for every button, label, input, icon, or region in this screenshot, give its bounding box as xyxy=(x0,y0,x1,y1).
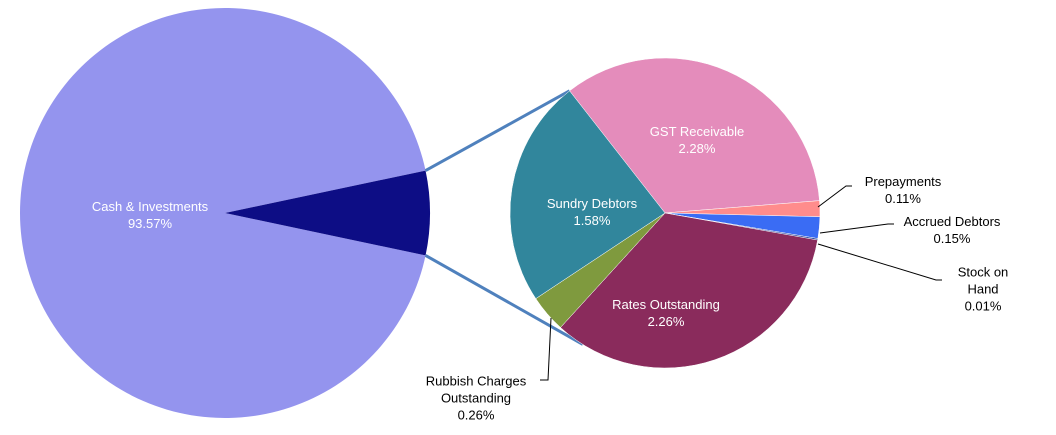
label-value: 2.26% xyxy=(647,314,685,329)
pie-slice xyxy=(19,8,426,419)
data-label: Rates Outstanding 2.26% xyxy=(612,296,720,330)
label-name: Rates Outstanding xyxy=(612,297,720,312)
connector xyxy=(424,89,571,172)
label-value: 1.58% xyxy=(573,213,611,228)
label-name: Sundry Debtors xyxy=(546,196,638,211)
pie-slice xyxy=(569,57,820,214)
data-label: GST Receivable 2.28% xyxy=(650,123,744,157)
leader-lines xyxy=(540,185,942,381)
label-name: Stock on Hand xyxy=(957,264,1009,297)
label-value: 0.01% xyxy=(964,298,1002,314)
data-label: Accrued Debtors 0.15% xyxy=(904,213,1001,247)
slices xyxy=(19,8,821,419)
label-value: 0.15% xyxy=(933,231,971,246)
label-value: 2.28% xyxy=(678,141,716,156)
leader-line xyxy=(817,243,942,281)
leader-line xyxy=(817,185,852,208)
label-value: 0.11% xyxy=(885,191,921,206)
data-label: Sundry Debtors 1.58% xyxy=(547,195,637,229)
label-name: Cash & Investments xyxy=(91,199,209,214)
leader-line xyxy=(819,223,894,234)
label-name: Prepayments xyxy=(864,174,942,189)
other-slice xyxy=(225,170,430,256)
pie-slice xyxy=(560,212,818,369)
leader-line xyxy=(540,317,552,381)
label-name: Rubbish Charges Outstanding xyxy=(425,373,527,406)
label-value: 0.26% xyxy=(457,407,495,423)
data-label: Stock on Hand 0.01% xyxy=(947,264,1020,315)
label-name: Accrued Debtors xyxy=(903,214,1001,229)
label-value: 93.57% xyxy=(127,216,173,231)
data-label: Rubbish Charges Outstanding 0.26% xyxy=(416,373,536,424)
data-label: Prepayments 0.11% xyxy=(865,173,942,207)
pie-slice xyxy=(509,90,666,299)
connector xyxy=(424,254,584,346)
label-name: GST Receivable xyxy=(649,124,745,139)
data-label: Cash & Investments 93.57% xyxy=(92,198,208,232)
